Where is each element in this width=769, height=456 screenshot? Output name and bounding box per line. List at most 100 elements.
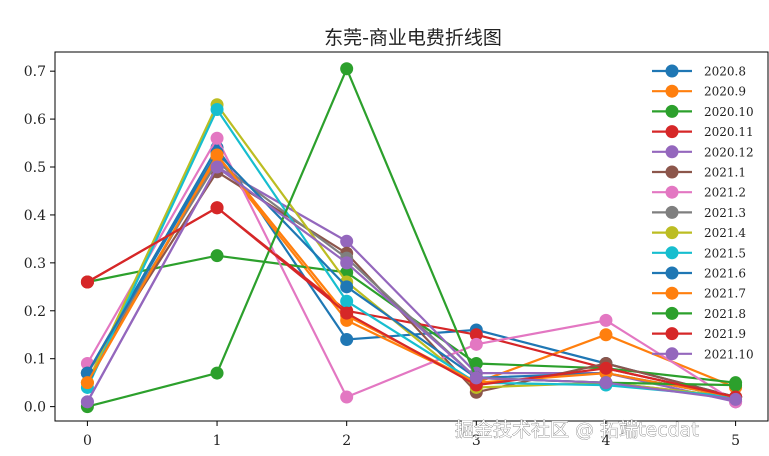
y-tick-label: 0.0	[24, 400, 46, 416]
legend-marker	[665, 246, 679, 260]
legend-label: 2021.6	[704, 267, 746, 281]
data-point	[469, 356, 483, 370]
data-point	[599, 328, 613, 342]
legend-label: 2021.5	[704, 246, 746, 260]
data-point	[729, 392, 743, 406]
y-tick-label: 0.3	[24, 256, 46, 272]
legend-entry: 2021.5	[652, 246, 746, 260]
x-tick-label: 4	[601, 433, 610, 449]
legend-marker	[665, 266, 679, 280]
data-point	[210, 103, 224, 117]
legend-entry: 2020.12	[652, 145, 754, 159]
series-line	[86, 145, 736, 399]
series-2021.4	[80, 98, 743, 404]
data-point	[210, 148, 224, 162]
legend-label: 2021.8	[704, 307, 746, 321]
series-line	[86, 150, 736, 399]
data-point	[340, 234, 354, 248]
data-point	[210, 201, 224, 215]
legend-entry: 2020.9	[652, 84, 746, 99]
data-point	[210, 366, 224, 380]
data-point	[469, 371, 483, 385]
data-point	[340, 62, 354, 76]
legend-entry: 2021.7	[652, 286, 746, 301]
legend-label: 2021.9	[704, 327, 746, 341]
data-point	[340, 333, 354, 347]
series-line	[86, 160, 736, 399]
data-point	[599, 313, 613, 327]
legend-marker	[665, 347, 679, 361]
data-point	[340, 390, 354, 404]
legend-marker	[665, 205, 679, 219]
data-point	[729, 378, 743, 392]
data-point	[80, 376, 94, 390]
y-tick-label: 0.4	[24, 208, 46, 224]
data-point	[599, 361, 613, 375]
data-point	[80, 395, 94, 409]
series-2021.8	[80, 62, 743, 414]
data-point	[469, 337, 483, 351]
series-2021.2	[80, 131, 743, 409]
series-2021.10	[80, 160, 743, 409]
legend-entry: 2021.10	[652, 347, 754, 361]
legend-label: 2021.7	[704, 287, 746, 301]
legend-label: 2021.2	[704, 186, 746, 200]
data-point	[210, 160, 224, 174]
series-line	[86, 206, 736, 399]
series-line	[86, 206, 736, 399]
legend-entry: 2021.9	[652, 327, 746, 341]
legend-label: 2021.4	[704, 226, 746, 240]
legend-label: 2020.12	[704, 145, 754, 159]
legend-entry: 2020.8	[652, 64, 746, 79]
x-tick-label: 2	[342, 433, 351, 449]
data-point	[599, 376, 613, 390]
x-tick-label: 3	[472, 433, 481, 449]
legend-label: 2020.10	[704, 105, 754, 119]
legend-entry: 2021.2	[652, 185, 746, 200]
legend-marker	[665, 125, 679, 139]
data-point	[469, 328, 483, 342]
legend-label: 2020.9	[704, 85, 746, 99]
legend-marker	[665, 306, 679, 320]
legend-marker	[665, 185, 679, 199]
plot-frame	[54, 51, 769, 422]
legend-marker	[665, 145, 679, 159]
series-2020.8	[80, 141, 743, 404]
legend-marker	[665, 226, 679, 240]
series-2021.5	[80, 103, 743, 404]
legend-entry: 2021.8	[652, 306, 746, 321]
chart-title: 东莞-商业电费折线图	[324, 27, 502, 49]
series-line	[86, 107, 736, 399]
series-line	[86, 102, 736, 399]
legend-entry: 2021.1	[652, 165, 746, 180]
series-2021.3	[80, 155, 743, 404]
legend-entry: 2021.3	[652, 205, 746, 220]
legend-entry: 2021.6	[652, 266, 746, 281]
legend-marker	[665, 327, 679, 341]
legend-label: 2021.3	[704, 206, 746, 220]
data-point	[340, 280, 354, 294]
x-tick-label: 5	[731, 433, 740, 449]
legend-marker	[665, 286, 679, 300]
series-line	[87, 65, 736, 408]
legend-label: 2020.8	[704, 65, 746, 79]
y-tick-label: 0.7	[24, 64, 46, 80]
legend-entry: 2020.11	[652, 125, 754, 139]
legend-label: 2021.1	[704, 166, 746, 180]
x-tick-label: 0	[83, 433, 92, 449]
series-line	[86, 153, 736, 399]
legend-marker	[665, 64, 679, 78]
legend-entry: 2021.4	[652, 226, 746, 240]
y-tick-label: 0.6	[24, 112, 46, 128]
data-point	[340, 294, 354, 308]
legend-marker	[665, 104, 679, 118]
data-point	[340, 256, 354, 270]
data-point	[80, 275, 94, 289]
watermark: 掘金技术社区 @ 拓端tecdat	[455, 419, 699, 441]
legend-marker	[665, 84, 679, 98]
legend-entry: 2020.10	[652, 104, 754, 119]
data-point	[210, 131, 224, 145]
y-tick-label: 0.2	[24, 304, 46, 320]
series-line	[86, 155, 737, 389]
